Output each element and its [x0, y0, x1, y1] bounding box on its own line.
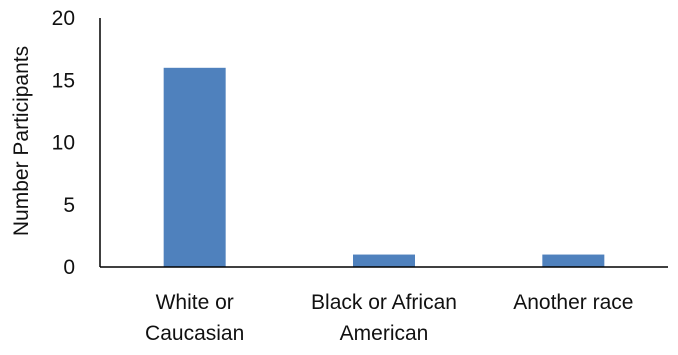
- x-category-label: Black or African American: [311, 291, 457, 345]
- y-axis-title: Number Participants: [10, 46, 33, 236]
- x-category-label-line: Black or African: [311, 291, 457, 314]
- bar: [163, 67, 226, 267]
- x-axis-category-labels: White or Caucasian Black or African America…: [145, 291, 633, 345]
- x-category-label-line: American: [340, 322, 429, 345]
- y-tick-label: 15: [52, 69, 75, 92]
- bars: [163, 67, 605, 267]
- x-category-label-line: Another race: [513, 291, 633, 314]
- bar: [353, 254, 415, 267]
- x-category-label-line: Caucasian: [145, 322, 244, 345]
- y-tick-label: 5: [63, 194, 75, 217]
- y-tick-label: 0: [63, 256, 75, 279]
- y-axis-ticks: 0 5 10 15 20: [52, 7, 75, 279]
- x-category-label-line: White or: [156, 291, 234, 314]
- x-category-label: Another race: [513, 291, 633, 314]
- x-category-label: White or Caucasian: [145, 291, 244, 345]
- y-tick-label: 20: [52, 7, 75, 30]
- bar: [542, 254, 605, 267]
- y-tick-label: 10: [52, 132, 75, 155]
